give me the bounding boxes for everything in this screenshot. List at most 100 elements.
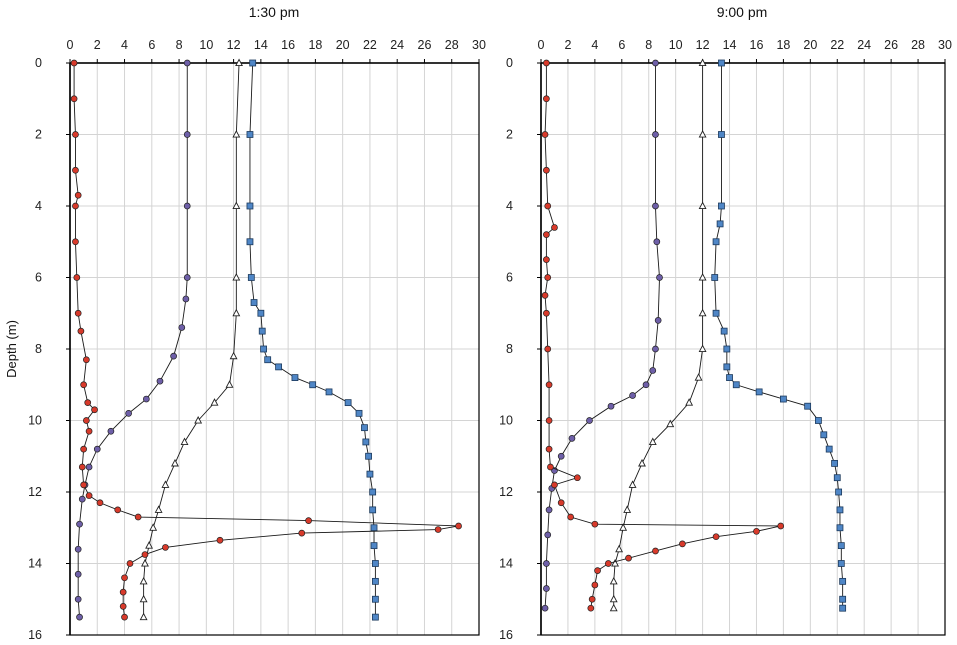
x-tick-label: 6 xyxy=(618,38,625,52)
data-point xyxy=(609,594,618,603)
data-point xyxy=(541,131,549,138)
data-point xyxy=(679,540,686,548)
data-point xyxy=(837,542,845,550)
data-point xyxy=(648,437,657,445)
y-axis-title: Depth (m) xyxy=(4,320,19,378)
data-point xyxy=(325,388,333,396)
series-3 xyxy=(711,59,847,612)
data-point xyxy=(543,560,550,567)
data-point xyxy=(732,381,740,389)
data-point xyxy=(716,220,724,228)
x-tick-label: 16 xyxy=(281,38,295,52)
data-point xyxy=(180,437,189,445)
y-tick-label: 4 xyxy=(506,199,513,213)
data-point xyxy=(652,202,659,210)
y-tick-label: 2 xyxy=(35,128,42,142)
data-point xyxy=(80,381,87,389)
data-point xyxy=(568,435,576,442)
data-point xyxy=(652,345,659,353)
x-tick-label: 22 xyxy=(363,38,377,52)
data-point xyxy=(72,131,79,138)
data-point xyxy=(619,523,628,531)
data-point xyxy=(171,458,179,467)
data-point xyxy=(355,409,363,417)
data-point xyxy=(652,131,659,138)
x-tick-label: 28 xyxy=(445,38,459,52)
data-point xyxy=(170,352,177,360)
data-point xyxy=(698,308,707,317)
x-tick-label: 2 xyxy=(94,38,101,52)
data-point xyxy=(305,517,312,524)
data-point xyxy=(698,130,707,138)
data-point xyxy=(264,356,272,364)
data-point xyxy=(246,202,254,210)
data-point xyxy=(125,410,132,417)
data-point xyxy=(825,445,833,453)
data-point xyxy=(72,202,79,210)
data-point xyxy=(85,427,93,435)
x-tick-label: 30 xyxy=(938,38,952,52)
data-point xyxy=(257,309,265,317)
data-point xyxy=(698,201,707,210)
series-2 xyxy=(139,58,243,621)
data-point xyxy=(712,533,720,541)
data-point xyxy=(623,505,632,513)
data-point xyxy=(141,559,149,567)
data-point xyxy=(183,202,191,210)
data-point xyxy=(544,274,552,281)
data-point xyxy=(232,130,241,138)
y-tick-label: 12 xyxy=(28,485,42,499)
data-point xyxy=(652,547,659,555)
data-point xyxy=(309,381,317,389)
data-point xyxy=(91,406,98,414)
data-point xyxy=(698,273,707,281)
data-point xyxy=(815,417,822,424)
data-point xyxy=(183,59,191,67)
x-tick-label: 22 xyxy=(830,38,844,52)
data-point xyxy=(551,224,558,231)
data-point xyxy=(543,309,550,317)
data-point xyxy=(723,363,731,371)
data-point xyxy=(591,520,599,528)
data-point xyxy=(839,577,847,585)
data-point xyxy=(587,604,595,612)
y-tick-label: 0 xyxy=(35,56,42,70)
data-point xyxy=(557,499,565,507)
data-point xyxy=(545,506,553,514)
y-tick-label: 6 xyxy=(35,271,42,285)
data-point xyxy=(70,95,78,103)
data-point xyxy=(551,481,558,489)
data-point xyxy=(545,445,553,453)
y-tick-label: 8 xyxy=(506,342,513,356)
data-point xyxy=(85,492,93,499)
data-point xyxy=(642,381,650,389)
x-tick-label: 20 xyxy=(336,38,350,52)
x-tick-label: 10 xyxy=(669,38,683,52)
data-point xyxy=(369,506,377,514)
data-point xyxy=(753,527,760,535)
data-point xyxy=(291,374,299,382)
x-tick-label: 14 xyxy=(723,38,737,52)
data-point xyxy=(154,505,163,513)
data-point xyxy=(837,560,845,567)
data-point xyxy=(74,595,82,603)
data-point xyxy=(455,522,462,530)
data-point xyxy=(74,309,82,317)
data-point xyxy=(84,399,92,406)
data-point xyxy=(371,595,379,603)
data-point xyxy=(557,452,565,460)
data-point xyxy=(543,59,550,67)
data-point xyxy=(250,299,258,306)
data-point xyxy=(777,522,785,530)
data-point xyxy=(229,351,238,360)
panel-title: 9:00 pm xyxy=(717,4,768,20)
data-point xyxy=(142,395,150,403)
data-point xyxy=(545,417,553,424)
data-point xyxy=(194,416,203,424)
data-point xyxy=(652,59,659,67)
data-point xyxy=(629,392,636,399)
data-point xyxy=(78,463,86,471)
data-point xyxy=(72,238,79,246)
data-point xyxy=(141,551,149,558)
